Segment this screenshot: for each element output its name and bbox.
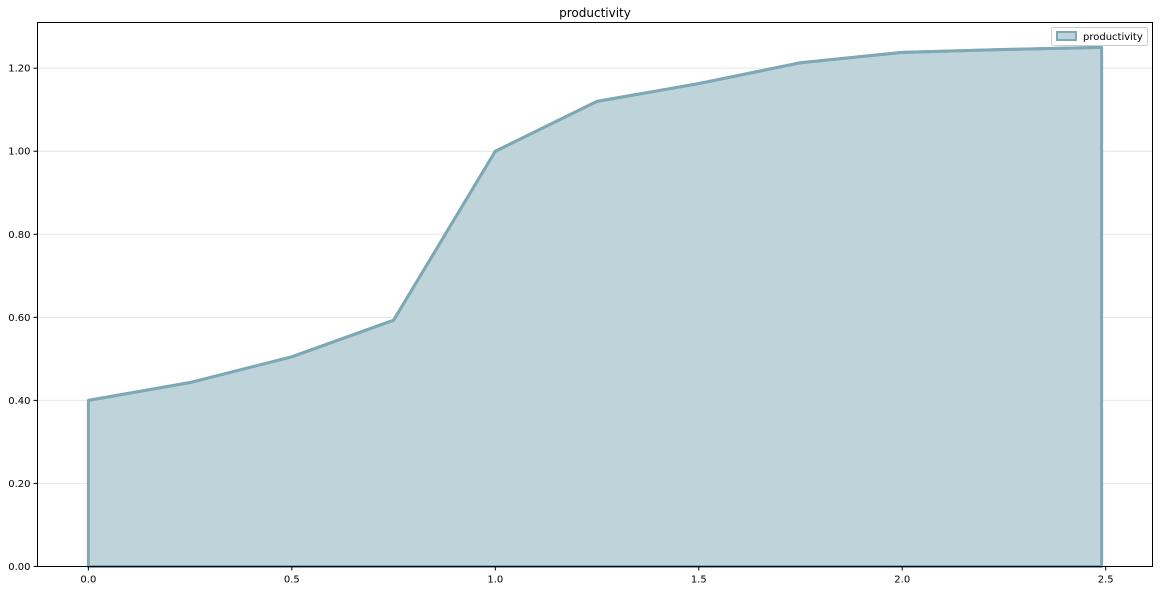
legend: productivity [1051,27,1148,46]
y-tick-label: 0.00 [8,562,30,573]
x-axis-ticks: 0.0 0.5 1.0 1.5 2.0 2.5 [80,566,1114,586]
x-tick-label: 1.5 [691,575,707,586]
y-tick-label: 1.00 [8,147,30,158]
legend-swatch [1056,31,1077,41]
x-tick-label: 1.0 [487,575,503,586]
plot-frame [37,22,1153,567]
y-tick-label: 0.40 [8,396,30,407]
chart-title: productivity [559,6,631,20]
x-tick-label: 2.5 [1098,575,1114,586]
y-tick-label: 0.60 [8,313,30,324]
y-tick-label: 0.80 [8,230,30,241]
y-tick-label: 1.20 [8,64,30,75]
x-tick-label: 0.0 [80,575,96,586]
legend-label: productivity [1083,32,1143,43]
area-series [86,45,1104,568]
x-tick-label: 2.0 [894,575,910,586]
x-tick-label: 0.5 [284,575,300,586]
y-tick-label: 0.20 [8,479,30,490]
y-axis-ticks: 0.00 0.20 0.40 0.60 0.80 1.00 1.20 [8,64,38,573]
